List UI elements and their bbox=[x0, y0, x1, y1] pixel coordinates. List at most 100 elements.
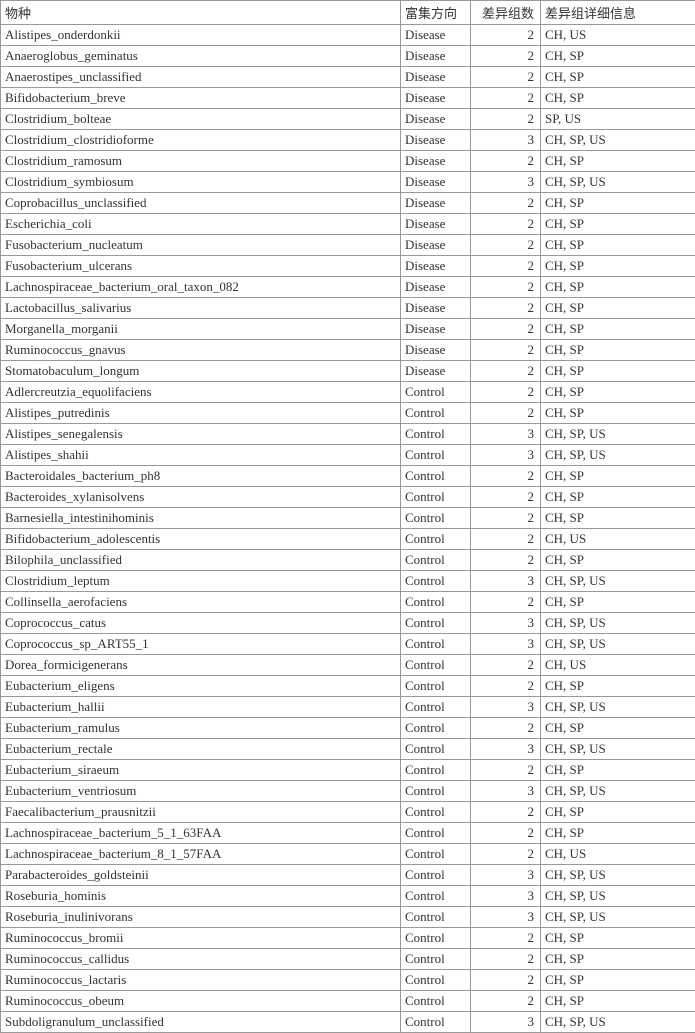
cell-direction: Control bbox=[401, 760, 471, 781]
cell-detail: CH, SP bbox=[541, 235, 695, 256]
cell-species: Ruminococcus_lactaris bbox=[1, 970, 401, 991]
cell-detail: CH, SP, US bbox=[541, 781, 695, 802]
header-count: 差异组数 bbox=[471, 1, 541, 25]
cell-detail: CH, SP bbox=[541, 67, 695, 88]
cell-direction: Control bbox=[401, 970, 471, 991]
cell-detail: CH, US bbox=[541, 844, 695, 865]
table-row: Alistipes_putredinisControl2CH, SP bbox=[1, 403, 695, 424]
table-row: Ruminococcus_bromiiControl2CH, SP bbox=[1, 928, 695, 949]
cell-direction: Control bbox=[401, 487, 471, 508]
table-row: Eubacterium_ventriosumControl3CH, SP, US bbox=[1, 781, 695, 802]
table-row: Stomatobaculum_longumDisease2CH, SP bbox=[1, 361, 695, 382]
cell-detail: CH, SP, US bbox=[541, 1012, 695, 1033]
cell-species: Clostridium_clostridioforme bbox=[1, 130, 401, 151]
cell-count: 2 bbox=[471, 46, 541, 67]
cell-direction: Control bbox=[401, 886, 471, 907]
header-row: 物种 富集方向 差异组数 差异组详细信息 bbox=[1, 1, 695, 25]
cell-detail: CH, SP bbox=[541, 277, 695, 298]
cell-detail: CH, SP bbox=[541, 151, 695, 172]
cell-species: Subdoligranulum_unclassified bbox=[1, 1012, 401, 1033]
cell-count: 3 bbox=[471, 424, 541, 445]
cell-species: Roseburia_hominis bbox=[1, 886, 401, 907]
cell-direction: Disease bbox=[401, 25, 471, 46]
cell-direction: Control bbox=[401, 676, 471, 697]
cell-count: 2 bbox=[471, 193, 541, 214]
cell-species: Lachnospiraceae_bacterium_5_1_63FAA bbox=[1, 823, 401, 844]
table-row: Ruminococcus_gnavusDisease2CH, SP bbox=[1, 340, 695, 361]
table-row: Coprobacillus_unclassifiedDisease2CH, SP bbox=[1, 193, 695, 214]
cell-count: 3 bbox=[471, 886, 541, 907]
cell-count: 3 bbox=[471, 445, 541, 466]
cell-direction: Control bbox=[401, 718, 471, 739]
table-row: Faecalibacterium_prausnitziiControl2CH, … bbox=[1, 802, 695, 823]
cell-count: 2 bbox=[471, 676, 541, 697]
cell-detail: CH, SP, US bbox=[541, 865, 695, 886]
cell-species: Fusobacterium_ulcerans bbox=[1, 256, 401, 277]
cell-detail: CH, SP bbox=[541, 928, 695, 949]
cell-species: Anaerostipes_unclassified bbox=[1, 67, 401, 88]
cell-direction: Control bbox=[401, 403, 471, 424]
cell-count: 2 bbox=[471, 802, 541, 823]
cell-count: 2 bbox=[471, 550, 541, 571]
cell-species: Eubacterium_hallii bbox=[1, 697, 401, 718]
cell-count: 2 bbox=[471, 25, 541, 46]
cell-species: Eubacterium_rectale bbox=[1, 739, 401, 760]
cell-species: Lachnospiraceae_bacterium_8_1_57FAA bbox=[1, 844, 401, 865]
table-row: Eubacterium_halliiControl3CH, SP, US bbox=[1, 697, 695, 718]
cell-detail: CH, SP, US bbox=[541, 697, 695, 718]
cell-detail: CH, SP, US bbox=[541, 571, 695, 592]
cell-species: Bifidobacterium_adolescentis bbox=[1, 529, 401, 550]
table-row: Bifidobacterium_breveDisease2CH, SP bbox=[1, 88, 695, 109]
cell-direction: Disease bbox=[401, 109, 471, 130]
cell-detail: CH, US bbox=[541, 529, 695, 550]
cell-direction: Control bbox=[401, 613, 471, 634]
cell-direction: Control bbox=[401, 991, 471, 1012]
cell-direction: Control bbox=[401, 655, 471, 676]
cell-direction: Disease bbox=[401, 130, 471, 151]
cell-direction: Control bbox=[401, 739, 471, 760]
cell-count: 3 bbox=[471, 865, 541, 886]
cell-count: 2 bbox=[471, 466, 541, 487]
table-row: Ruminococcus_callidusControl2CH, SP bbox=[1, 949, 695, 970]
table-row: Coprococcus_catusControl3CH, SP, US bbox=[1, 613, 695, 634]
table-row: Eubacterium_ramulusControl2CH, SP bbox=[1, 718, 695, 739]
table-row: Eubacterium_eligensControl2CH, SP bbox=[1, 676, 695, 697]
cell-count: 2 bbox=[471, 151, 541, 172]
cell-detail: CH, SP bbox=[541, 382, 695, 403]
cell-count: 2 bbox=[471, 403, 541, 424]
cell-species: Dorea_formicigenerans bbox=[1, 655, 401, 676]
table-row: Roseburia_hominisControl3CH, SP, US bbox=[1, 886, 695, 907]
cell-direction: Control bbox=[401, 1012, 471, 1033]
cell-direction: Control bbox=[401, 529, 471, 550]
table-row: Bifidobacterium_adolescentisControl2CH, … bbox=[1, 529, 695, 550]
cell-detail: CH, SP bbox=[541, 487, 695, 508]
table-row: Anaerostipes_unclassifiedDisease2CH, SP bbox=[1, 67, 695, 88]
cell-direction: Disease bbox=[401, 67, 471, 88]
table-row: Lachnospiraceae_bacterium_8_1_57FAAContr… bbox=[1, 844, 695, 865]
cell-species: Stomatobaculum_longum bbox=[1, 361, 401, 382]
table-row: Clostridium_clostridioformeDisease3CH, S… bbox=[1, 130, 695, 151]
cell-direction: Disease bbox=[401, 172, 471, 193]
cell-species: Coprococcus_catus bbox=[1, 613, 401, 634]
table-row: Barnesiella_intestinihominisControl2CH, … bbox=[1, 508, 695, 529]
cell-direction: Disease bbox=[401, 193, 471, 214]
table-row: Adlercreutzia_equolifaciensControl2CH, S… bbox=[1, 382, 695, 403]
cell-detail: CH, SP bbox=[541, 802, 695, 823]
cell-detail: CH, SP, US bbox=[541, 907, 695, 928]
cell-detail: CH, SP, US bbox=[541, 445, 695, 466]
cell-detail: CH, US bbox=[541, 25, 695, 46]
cell-detail: CH, SP bbox=[541, 298, 695, 319]
cell-count: 2 bbox=[471, 718, 541, 739]
table-row: Coprococcus_sp_ART55_1Control3CH, SP, US bbox=[1, 634, 695, 655]
cell-direction: Control bbox=[401, 823, 471, 844]
cell-count: 2 bbox=[471, 277, 541, 298]
header-species: 物种 bbox=[1, 1, 401, 25]
cell-species: Escherichia_coli bbox=[1, 214, 401, 235]
table-row: Alistipes_shahiiControl3CH, SP, US bbox=[1, 445, 695, 466]
cell-direction: Disease bbox=[401, 214, 471, 235]
cell-count: 2 bbox=[471, 361, 541, 382]
cell-species: Lachnospiraceae_bacterium_oral_taxon_082 bbox=[1, 277, 401, 298]
cell-detail: CH, SP bbox=[541, 991, 695, 1012]
table-row: Bacteroidales_bacterium_ph8Control2CH, S… bbox=[1, 466, 695, 487]
cell-direction: Disease bbox=[401, 88, 471, 109]
